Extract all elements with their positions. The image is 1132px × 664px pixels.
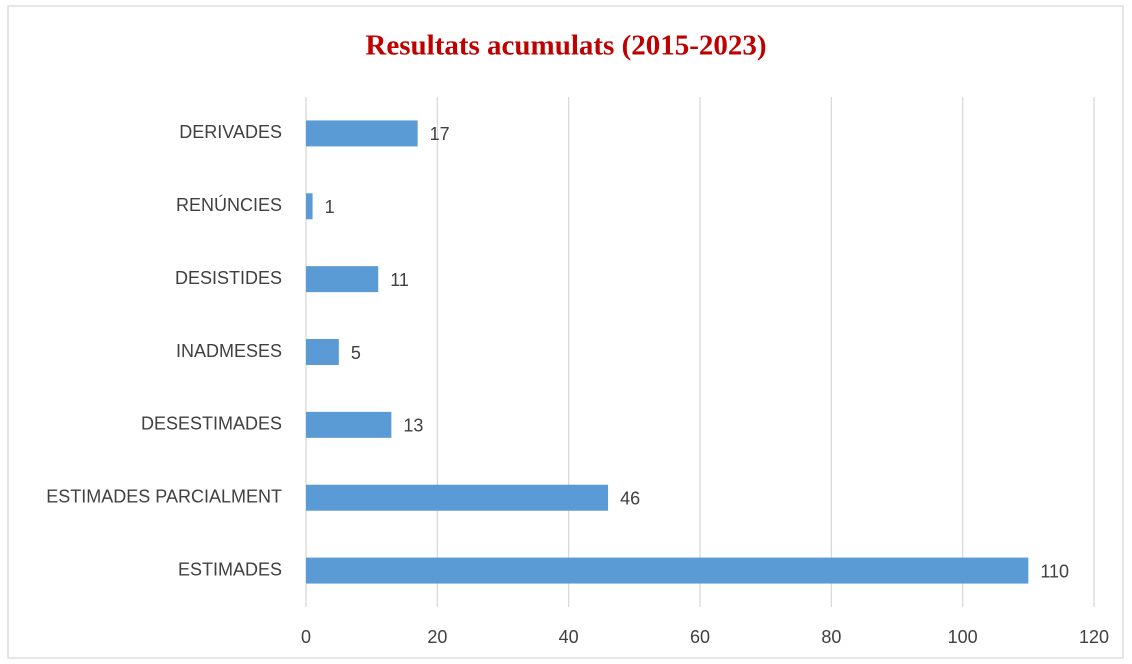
y-tick-label: ESTIMADES (178, 559, 282, 579)
data-label: 110 (1040, 561, 1069, 581)
bar (306, 411, 392, 438)
x-tick-label: 0 (301, 627, 311, 647)
x-tick-label: 80 (821, 627, 841, 647)
y-tick-label: DERIVADES (179, 122, 282, 142)
x-tick-label: 100 (948, 627, 978, 647)
y-tick-label: DESESTIMADES (141, 414, 282, 434)
chart-border (7, 5, 1124, 659)
data-label: 13 (403, 416, 423, 436)
x-tick-label: 120 (1079, 627, 1109, 647)
data-label: 11 (390, 270, 409, 290)
data-label: 5 (351, 343, 361, 363)
x-tick-label: 60 (690, 627, 710, 647)
chart-title: Resultats acumulats (2015-2023) (365, 30, 766, 62)
bar (306, 484, 609, 511)
y-tick-label: DESISTIDES (175, 268, 282, 288)
data-label: 46 (620, 488, 640, 508)
x-tick-label: 40 (559, 627, 579, 647)
bar (306, 193, 313, 220)
y-tick-label: INADMESES (176, 341, 282, 361)
bar (306, 557, 1029, 584)
bar (306, 339, 339, 365)
data-label: 17 (430, 124, 450, 144)
bar (306, 266, 379, 293)
x-tick-label: 20 (427, 627, 447, 647)
y-tick-label: ESTIMADES PARCIALMENT (46, 486, 282, 506)
bar (306, 120, 418, 147)
y-tick-label: RENÚNCIES (176, 194, 282, 215)
data-label: 1 (325, 197, 335, 217)
